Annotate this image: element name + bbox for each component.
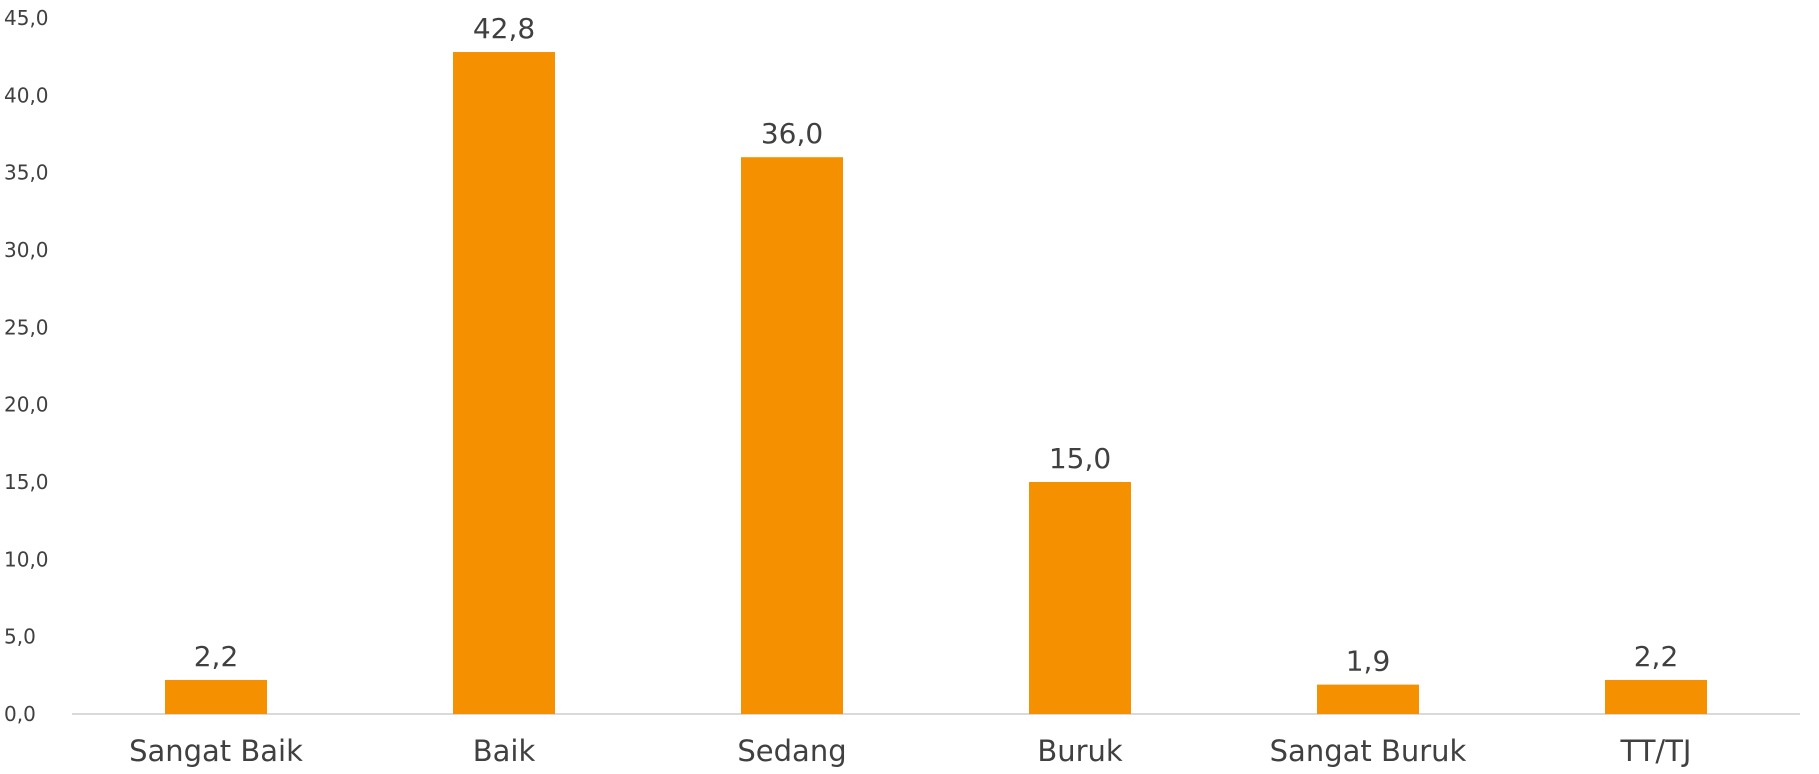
data-label: 2,2 <box>1634 640 1679 673</box>
bar-baik <box>453 52 555 714</box>
y-axis-ticks: 0,0 5,0 10,0 15,0 20,0 25,0 30,0 35,0 40,0 45,0 <box>4 6 49 726</box>
x-category-label: Sangat Buruk <box>1270 734 1467 768</box>
data-label: 15,0 <box>1049 442 1111 475</box>
x-category-label: Sedang <box>737 734 846 768</box>
bars-group <box>165 52 1707 714</box>
y-tick-label: 20,0 <box>4 393 49 417</box>
bar-tt-tj <box>1605 679 1707 714</box>
y-tick-label: 30,0 <box>4 238 49 262</box>
category-labels-group: Sangat Baik Baik Sedang Buruk Sangat Buruk TT… <box>129 734 1691 768</box>
bar-sangat-buruk <box>1317 684 1419 714</box>
y-tick-label: 25,0 <box>4 315 49 339</box>
data-label: 36,0 <box>761 117 823 150</box>
bar-sangat-baik <box>165 679 267 714</box>
bar-sedang <box>741 157 843 714</box>
data-labels-group: 2,2 42,8 36,0 15,0 1,9 2,2 <box>194 12 1679 678</box>
y-tick-label: 45,0 <box>4 6 49 30</box>
y-tick-label: 10,0 <box>4 547 49 571</box>
x-category-label: TT/TJ <box>1620 734 1692 768</box>
y-tick-label: 15,0 <box>4 470 49 494</box>
y-tick-label: 40,0 <box>4 83 49 107</box>
x-category-label: Sangat Baik <box>129 734 303 768</box>
data-label: 2,2 <box>194 640 239 673</box>
data-label: 42,8 <box>473 12 535 45</box>
x-category-label: Baik <box>473 734 536 768</box>
y-tick-label: 35,0 <box>4 161 49 185</box>
x-category-label: Buruk <box>1037 734 1123 768</box>
y-tick-label: 5,0 <box>4 625 36 649</box>
bar-buruk <box>1029 482 1131 714</box>
y-tick-label: 0,0 <box>4 702 36 726</box>
data-label: 1,9 <box>1346 645 1391 678</box>
